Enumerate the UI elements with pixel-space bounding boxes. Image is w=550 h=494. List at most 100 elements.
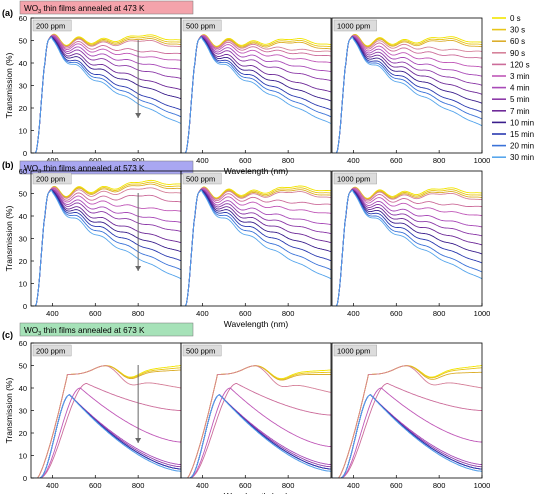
- ppm-label: 1000 ppm: [337, 22, 370, 31]
- x-tick-label: 800: [132, 156, 145, 165]
- row-tag: (c): [2, 330, 13, 340]
- title-text: WO3 thin films annealed at 573 K: [24, 164, 145, 175]
- panel-1: 400 600 800 200 ppm: [30, 17, 182, 165]
- y-tick-label: 0: [23, 149, 27, 158]
- x-tick-label: 600: [239, 309, 252, 318]
- series-line-5-min: [181, 35, 331, 153]
- series-line-10-min: [181, 188, 331, 306]
- series-line-7-min: [181, 35, 331, 153]
- y-tick-label: 10: [19, 452, 27, 461]
- series-line-0-s: [332, 33, 482, 153]
- y-tick-label: 30: [19, 407, 27, 416]
- series-group: [332, 365, 482, 478]
- series-group: [181, 365, 331, 478]
- series-line-90-s: [181, 187, 331, 306]
- x-tick-label: 800: [433, 481, 446, 490]
- x-tick-label: 600: [390, 481, 403, 490]
- series-line-4-min: [332, 35, 482, 153]
- title-text: WO3 thin films annealed at 673 K: [24, 326, 145, 337]
- series-line-3-min: [181, 387, 331, 478]
- series-line-30-min: [332, 36, 482, 153]
- series-line-5-min: [31, 35, 181, 153]
- series-line-15-min: [332, 189, 482, 306]
- y-tick-label: 60: [19, 339, 27, 348]
- series-line-90-s: [181, 34, 331, 153]
- legend-label: 7 min: [510, 107, 530, 116]
- y-tick-label: 20: [19, 257, 27, 266]
- series-line-3-min: [31, 188, 181, 306]
- ppm-label-box: [182, 172, 222, 185]
- series-line-15-min: [31, 36, 181, 153]
- legend-label: 15 min: [510, 130, 534, 139]
- ppm-label: 200 ppm: [36, 22, 65, 31]
- series-group: [31, 33, 181, 153]
- series-line-5-min: [332, 35, 482, 153]
- series-line-15-min: [31, 189, 181, 306]
- ppm-label-box: [333, 172, 377, 185]
- y-tick-label: 50: [19, 37, 27, 46]
- x-tick-label: 1000: [474, 481, 491, 490]
- series-line-90-s: [332, 34, 482, 153]
- panel-frame: [331, 170, 483, 307]
- series-line-30-min: [31, 36, 181, 153]
- series-line-120-s: [181, 187, 331, 306]
- series-line-4-min: [31, 188, 181, 306]
- series-line-20-min: [181, 189, 331, 306]
- series-line-60-s: [181, 186, 331, 306]
- ppm-label-box: [333, 344, 377, 357]
- x-tick-label: 400: [347, 156, 360, 165]
- x-tick-label: 1000: [474, 156, 491, 165]
- legend-label: 120 s: [510, 60, 530, 69]
- row-tag: (b): [2, 160, 14, 170]
- y-tick-label: 20: [19, 104, 27, 113]
- ppm-label-box: [32, 19, 72, 32]
- y-tick-label: 30: [19, 235, 27, 244]
- legend-label: 30 s: [510, 26, 525, 35]
- series-line-4-min: [31, 35, 181, 153]
- series-line-10-min: [31, 188, 181, 306]
- series-line-30-min: [332, 394, 482, 478]
- ppm-label: 500 ppm: [186, 347, 215, 356]
- series-line-7-min: [31, 35, 181, 153]
- panel-3: 400 600 800 1000 1000 ppm: [331, 17, 491, 165]
- series-line-7-min: [31, 188, 181, 306]
- x-tick-label: 600: [390, 309, 403, 318]
- series-line-90-s: [31, 34, 181, 153]
- x-tick-label: 400: [347, 481, 360, 490]
- x-tick-label: 800: [282, 156, 295, 165]
- y-tick-label: 50: [19, 190, 27, 199]
- series-line-90-s: [31, 365, 181, 478]
- series-line-3-min: [181, 188, 331, 306]
- ppm-label: 1000 ppm: [337, 347, 370, 356]
- series-line-4-min: [181, 35, 331, 153]
- y-tick-label: 50: [19, 362, 27, 371]
- series-line-7-min: [332, 188, 482, 306]
- series-line-20-min: [31, 36, 181, 153]
- x-tick-label: 800: [433, 156, 446, 165]
- series-line-3-min: [332, 35, 482, 153]
- series-line-3-min: [31, 35, 181, 153]
- series-line-4-min: [332, 188, 482, 306]
- y-tick-label: 0: [23, 302, 27, 311]
- series-line-30-s: [181, 186, 331, 306]
- y-tick-label: 30: [19, 82, 27, 91]
- series-line-30-min: [181, 394, 331, 478]
- title-text: WO3 thin films annealed at 473 K: [24, 4, 145, 15]
- x-tick-label: 400: [46, 309, 59, 318]
- series-line-0-s: [31, 179, 181, 306]
- legend-label: 0 s: [510, 14, 521, 23]
- series-line-120-s: [332, 35, 482, 153]
- ppm-label-box: [333, 19, 377, 32]
- series-group: [332, 186, 482, 306]
- y-axis-label: Transmission (%): [4, 205, 14, 271]
- trend-arrow-head: [135, 266, 142, 271]
- legend-label: 5 min: [510, 95, 530, 104]
- series-line-120-s: [181, 383, 331, 478]
- ppm-label-box: [32, 172, 72, 185]
- x-tick-label: 600: [239, 156, 252, 165]
- panel-3: 400 600 800 1000 1000 ppm: [331, 170, 490, 318]
- series-line-30-min: [181, 189, 331, 306]
- series-line-120-s: [332, 187, 482, 306]
- series-line-5-min: [332, 188, 482, 306]
- trend-arrow-head: [135, 113, 142, 118]
